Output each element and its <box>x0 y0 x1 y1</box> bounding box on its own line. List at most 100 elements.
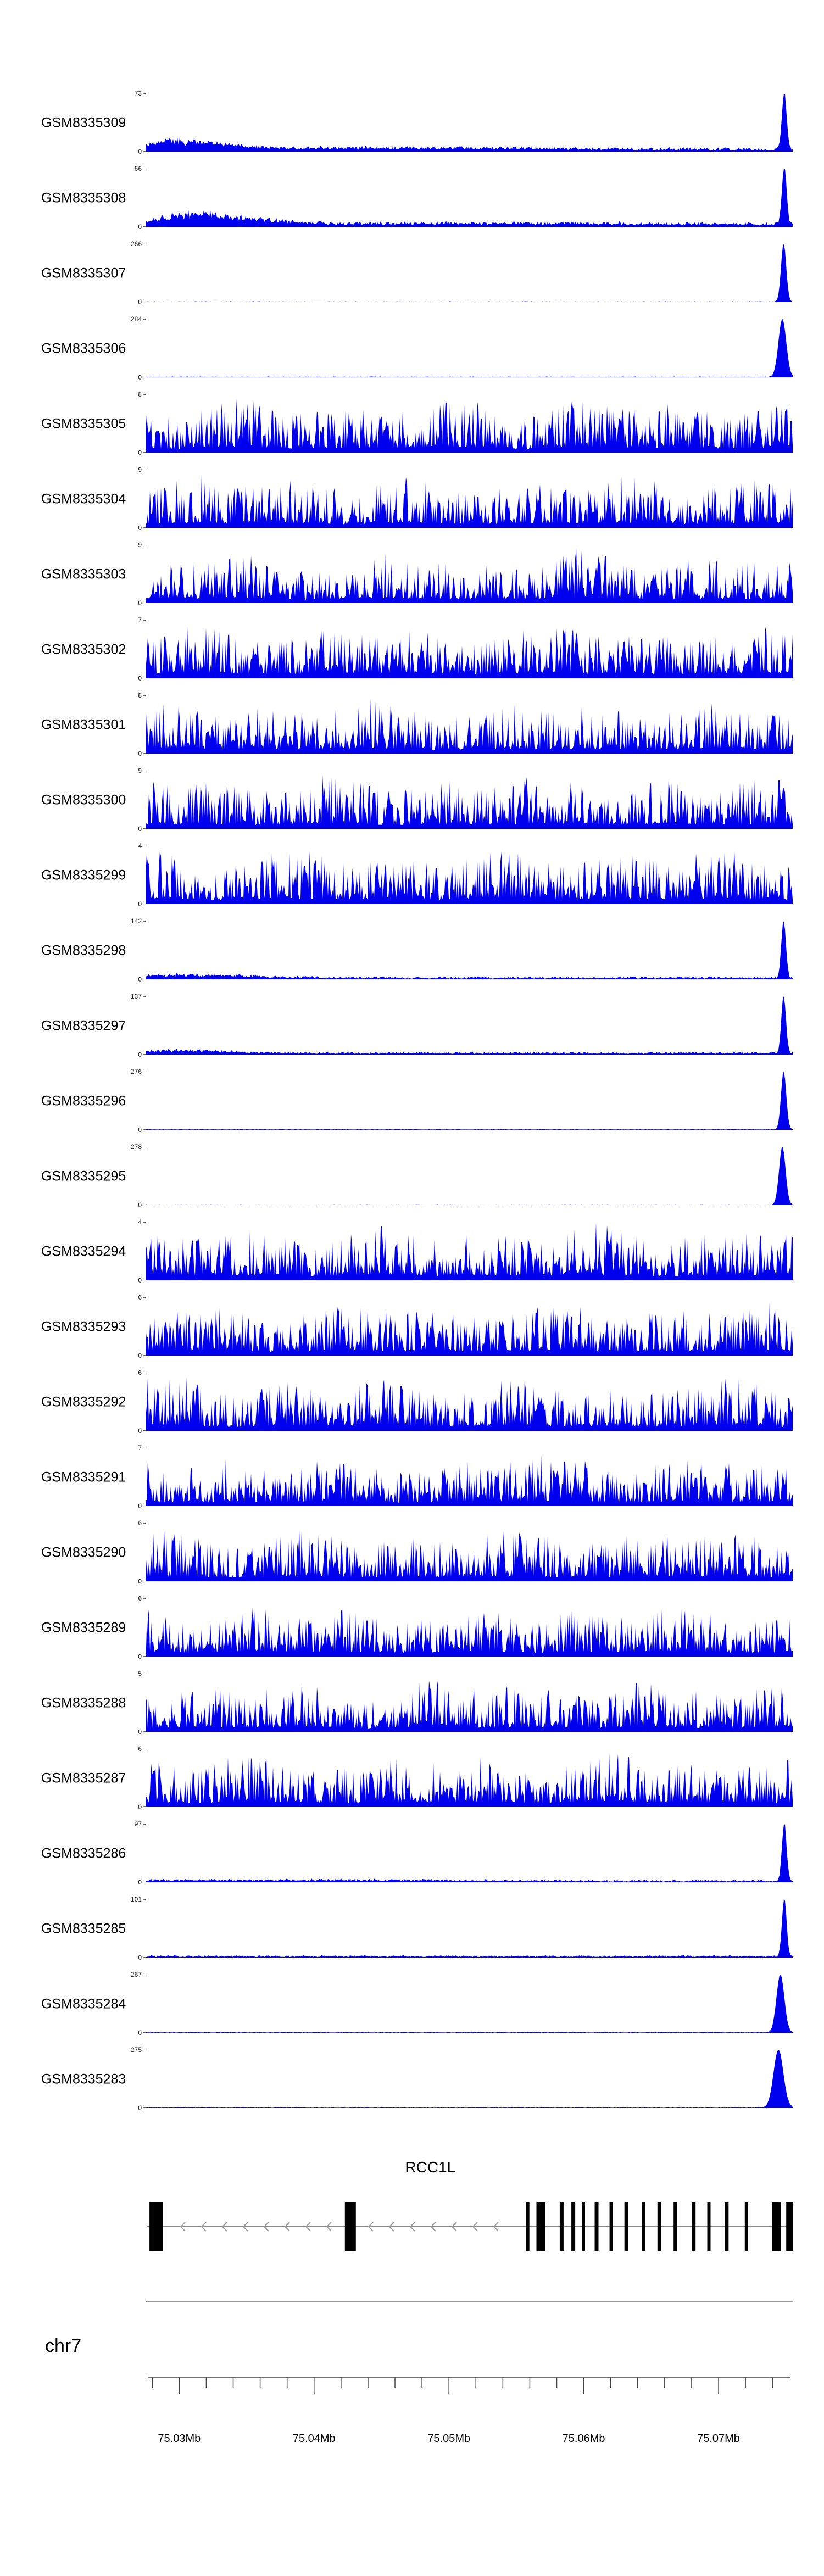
y-axis-zero-label: 0 <box>138 148 142 155</box>
track-plot: 6 0 <box>138 1594 793 1660</box>
y-axis-top-tick <box>143 319 146 320</box>
track-plot: 275 0 <box>131 2046 793 2112</box>
coverage-signal <box>146 93 793 152</box>
track-plot: 4 0 <box>138 1218 793 1284</box>
strand-arrow-icon <box>409 2222 415 2232</box>
track-row: GSM8335291 7 0 <box>0 1440 824 1515</box>
y-axis-top-tick <box>143 1222 146 1223</box>
y-axis-max-label: 278 <box>130 1143 142 1151</box>
y-axis-bottom-tick <box>143 1806 146 1807</box>
track-plot: 9 0 <box>138 767 793 833</box>
track-label: GSM8335303 <box>41 566 126 582</box>
track-plot: 8 0 <box>138 391 793 456</box>
y-axis-bottom-tick <box>143 828 146 829</box>
y-axis-top-tick <box>143 93 146 94</box>
y-axis-max-label: 9 <box>138 466 142 473</box>
track-row: GSM8335292 6 0 <box>0 1364 824 1440</box>
track-plot: 97 0 <box>135 1820 793 1886</box>
track-row: GSM8335304 9 0 <box>0 461 824 537</box>
coverage-signal <box>146 1072 793 1130</box>
coverage-signal <box>146 921 793 979</box>
y-axis-zero-label: 0 <box>138 1427 142 1435</box>
y-axis-bottom-tick <box>143 1957 146 1958</box>
y-axis-max-label: 276 <box>130 1068 142 1075</box>
track-row: GSM8335295 278 0 <box>0 1139 824 1214</box>
coverage-signal <box>146 1681 793 1732</box>
y-axis-max-label: 9 <box>138 541 142 549</box>
y-axis-zero-label: 0 <box>138 373 142 381</box>
track-plot: 137 0 <box>131 993 793 1058</box>
track-label: GSM8335286 <box>41 1845 126 1861</box>
coordinate-ruler: 75.03Mb 75.04Mb 75.05Mb 75.06Mb 75.07Mb <box>148 2377 790 2445</box>
y-axis-zero-label: 0 <box>138 599 142 607</box>
y-axis-bottom-tick <box>143 226 146 227</box>
track-label: GSM8335297 <box>41 1018 126 1033</box>
coverage-signal <box>146 319 793 377</box>
exon-block <box>571 2202 576 2251</box>
coverage-signal <box>146 1530 793 1581</box>
track-plot: 6 0 <box>138 1745 793 1811</box>
track-row: GSM8335300 9 0 <box>0 762 824 838</box>
tracks: GSM8335309 73 0 GSM8335308 66 0 GSM83353… <box>0 85 824 2117</box>
y-axis-max-label: 8 <box>138 391 142 398</box>
track-label: GSM8335283 <box>41 2071 126 2087</box>
y-axis-max-label: 4 <box>138 842 142 850</box>
y-axis-zero-label: 0 <box>138 2104 142 2112</box>
y-axis-top-tick <box>143 1297 146 1298</box>
coverage-signal <box>146 851 793 904</box>
exon-block <box>725 2202 729 2251</box>
y-axis-zero-label: 0 <box>138 1502 142 1510</box>
track-plot: 6 0 <box>138 1369 793 1435</box>
track-plot: 266 0 <box>131 240 793 306</box>
coverage-signal <box>146 1223 793 1280</box>
coverage-signal <box>146 1899 793 1958</box>
y-axis-max-label: 9 <box>138 767 142 774</box>
track-label: GSM8335292 <box>41 1394 126 1409</box>
y-axis-bottom-tick <box>143 2032 146 2033</box>
y-axis-zero-label: 0 <box>138 223 142 231</box>
exon-block <box>642 2202 645 2251</box>
y-axis-top-tick <box>143 1824 146 1825</box>
chromosome-label: chr7 <box>45 2335 82 2356</box>
y-axis-max-label: 5 <box>138 1670 142 1677</box>
strand-arrow-icon <box>326 2222 332 2232</box>
coverage-signal <box>146 1824 793 1882</box>
track-row: GSM8335287 6 0 <box>0 1741 824 1816</box>
exon-block <box>707 2202 711 2251</box>
y-axis-max-label: 266 <box>130 240 142 248</box>
track-row: GSM8335301 8 0 <box>0 687 824 762</box>
y-axis-max-label: 101 <box>130 1895 142 1903</box>
strand-arrow-icon <box>263 2222 269 2232</box>
coverage-signal <box>146 1147 793 1205</box>
track-label: GSM8335287 <box>41 1770 126 1786</box>
track-label: GSM8335291 <box>41 1469 126 1485</box>
y-axis-zero-label: 0 <box>138 1803 142 1811</box>
track-plot: 7 0 <box>138 616 793 682</box>
track-label: GSM8335290 <box>41 1545 126 1560</box>
track-row: GSM8335293 6 0 <box>0 1289 824 1364</box>
track-row: GSM8335296 276 0 <box>0 1063 824 1139</box>
strand-arrow-icon <box>221 2222 227 2232</box>
track-plot: 142 0 <box>131 917 793 983</box>
gene-name-label: RCC1L <box>405 2159 456 2176</box>
strand-arrow-icon <box>180 2222 186 2232</box>
track-label: GSM8335304 <box>41 491 126 506</box>
strand-arrow-icon <box>305 2222 311 2232</box>
track-label: GSM8335298 <box>41 943 126 958</box>
y-axis-bottom-tick <box>143 1355 146 1356</box>
track-plot: 101 0 <box>131 1895 793 1961</box>
strand-arrow-icon <box>472 2222 478 2232</box>
y-axis-zero-label: 0 <box>138 975 142 983</box>
exon-block <box>786 2202 793 2251</box>
y-axis-zero-label: 0 <box>138 2029 142 2037</box>
y-axis-bottom-tick <box>143 2107 146 2108</box>
x-axis-tick-label: 75.03Mb <box>158 2433 201 2445</box>
exon-block <box>526 2202 530 2251</box>
track-row: GSM8335285 101 0 <box>0 1891 824 1966</box>
track-plot: 6 0 <box>138 1519 793 1585</box>
y-axis-max-label: 4 <box>138 1218 142 1226</box>
track-row: GSM8335307 266 0 <box>0 236 824 311</box>
gene-model <box>147 2202 793 2251</box>
y-axis-zero-label: 0 <box>138 825 142 833</box>
y-axis-max-label: 6 <box>138 1594 142 1602</box>
